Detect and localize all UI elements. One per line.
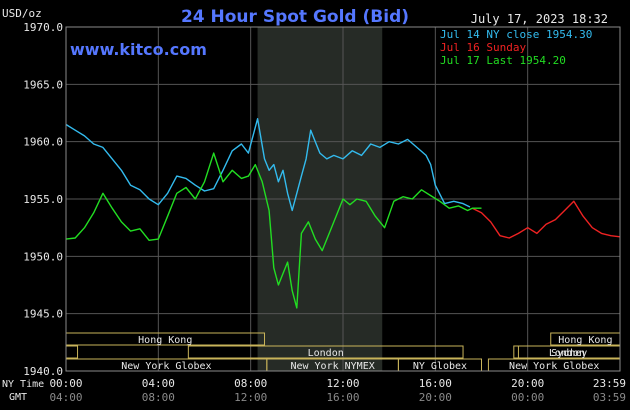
x-tick-gmt: 16:00 (326, 391, 359, 404)
x-tick-ny: 04:00 (142, 377, 175, 390)
timestamp: July 17, 2023 18:32 (471, 12, 608, 26)
x-tick-gmt: 08:00 (142, 391, 175, 404)
session-label: Hong Kong (138, 335, 192, 346)
x-tick-ny: 08:00 (234, 377, 267, 390)
legend-item-2: Jul 16 Sunday (440, 41, 526, 54)
session-label: NY Globex (413, 361, 467, 372)
x-axis-ticks: 00:0004:0004:0008:0008:0012:0012:0016:00… (49, 377, 626, 404)
y-tick-label: 1970.0 (23, 21, 63, 34)
session-label: Hong Kong (558, 335, 612, 346)
legend-item-3: Jul 17 Last 1954.20 (440, 54, 566, 67)
session-label: London (308, 348, 344, 359)
price-series (65, 118, 621, 309)
x-tick-gmt: 03:59 (593, 391, 626, 404)
units-label: USD/oz (2, 7, 42, 20)
y-tick-label: 1965.0 (23, 78, 63, 91)
series-line-1 (65, 118, 471, 212)
x-tick-ny: 23:59 (593, 377, 626, 390)
y-axis-ticks: 1970.0 1965.0 1960.0 1955.0 1950.0 1945.0 1940… (23, 21, 63, 378)
x-tick-gmt: 00:00 (511, 391, 544, 404)
x-tick-gmt: 04:00 (49, 391, 82, 404)
y-tick-label: 1945.0 (23, 308, 63, 321)
session-label: New York NYMEX (290, 361, 374, 372)
y-tick-label: 1950.0 (23, 250, 63, 263)
y-tick-label: 1960.0 (23, 136, 63, 149)
session-bars: Hong Kong Hong Kong London London New York G… (65, 332, 621, 372)
session-label: New York Globex (509, 361, 599, 372)
x-tick-ny: 12:00 (326, 377, 359, 390)
x-tick-ny: 20:00 (511, 377, 544, 390)
x-tick-gmt: 12:00 (234, 391, 267, 404)
legend-item-1: Jul 14 NY close 1954.30 (440, 28, 592, 41)
session-bar (187, 345, 464, 359)
chart-title: 24 Hour Spot Gold (Bid) (181, 7, 409, 27)
website-label: www.kitco.com (70, 40, 207, 59)
x-tick-ny: 16:00 (419, 377, 452, 390)
gmt-label: GMT (9, 392, 27, 403)
ny-time-label: NY Time (2, 379, 44, 390)
y-tick-label: 1940.0 (23, 365, 63, 378)
series-line-3 (65, 152, 482, 309)
y-tick-label: 1955.0 (23, 193, 63, 206)
plot-frame (65, 26, 621, 372)
x-tick-gmt: 20:00 (419, 391, 452, 404)
session-label-sydney: Sydney (551, 348, 587, 359)
session-label: London (549, 348, 585, 359)
session-label: New York Globex (121, 361, 211, 372)
series-line-2 (471, 200, 621, 239)
x-tick-ny: 00:00 (49, 377, 82, 390)
